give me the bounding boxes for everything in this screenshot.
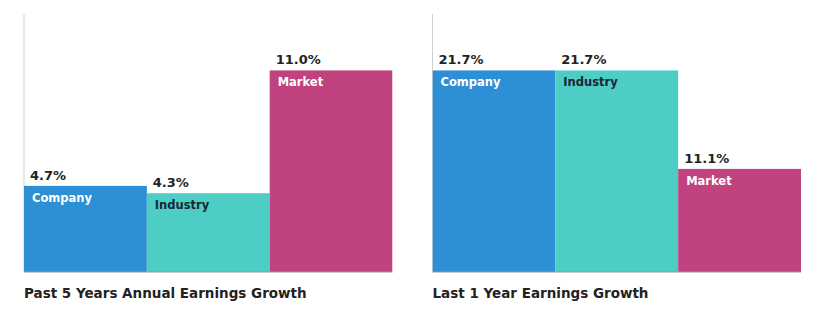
panel: 21.7% Company 21.7% Industry 11.1% Market Last… xyxy=(433,14,802,301)
value-label: 21.7% xyxy=(561,52,606,67)
baseline xyxy=(24,272,393,273)
category-label: Industry xyxy=(563,75,618,89)
bar xyxy=(24,186,147,272)
category-label: Company xyxy=(441,75,502,89)
title: Last 1 Year Earnings Growth xyxy=(433,285,649,301)
value-label: 4.3% xyxy=(153,175,189,190)
value-label: 21.7% xyxy=(439,52,484,67)
bar xyxy=(678,169,801,272)
baseline xyxy=(433,272,802,273)
category-label: Market xyxy=(278,75,324,89)
panel: 4.7% Company 4.3% Industry 11.0% Market Past 5… xyxy=(24,14,393,301)
category-label: Company xyxy=(32,191,93,205)
labels: 21.7% Company 21.7% Industry 11.1% Market xyxy=(439,52,733,187)
bar xyxy=(555,70,678,272)
bars xyxy=(24,70,393,272)
bar xyxy=(270,70,393,272)
value-label: 11.0% xyxy=(276,52,321,67)
title: Past 5 Years Annual Earnings Growth xyxy=(24,285,307,301)
category-label: Industry xyxy=(155,198,210,212)
chart-root: 4.7% Company 4.3% Industry 11.0% Market Past 5… xyxy=(0,0,821,334)
bars xyxy=(433,70,802,272)
bar xyxy=(433,70,556,272)
labels: 4.7% Company 4.3% Industry 11.0% Market xyxy=(30,52,324,212)
value-label: 4.7% xyxy=(30,168,66,183)
category-label: Market xyxy=(686,174,732,188)
bar xyxy=(147,193,270,272)
value-label: 11.1% xyxy=(684,151,729,166)
